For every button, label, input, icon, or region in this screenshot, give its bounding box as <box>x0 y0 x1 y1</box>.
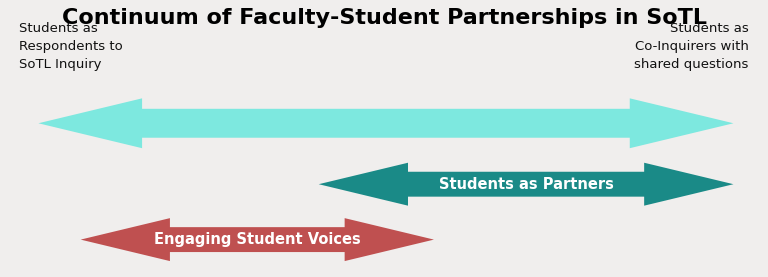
Text: Students as Partners: Students as Partners <box>439 177 614 192</box>
Polygon shape <box>319 163 733 206</box>
Text: Continuum of Faculty-Student Partnerships in SoTL: Continuum of Faculty-Student Partnership… <box>61 8 707 28</box>
Text: Students as
Respondents to
SoTL Inquiry: Students as Respondents to SoTL Inquiry <box>19 22 123 71</box>
Polygon shape <box>81 218 434 261</box>
Polygon shape <box>38 98 733 148</box>
Text: Engaging Student Voices: Engaging Student Voices <box>154 232 361 247</box>
Text: Students as
Co-Inquirers with
shared questions: Students as Co-Inquirers with shared que… <box>634 22 749 71</box>
